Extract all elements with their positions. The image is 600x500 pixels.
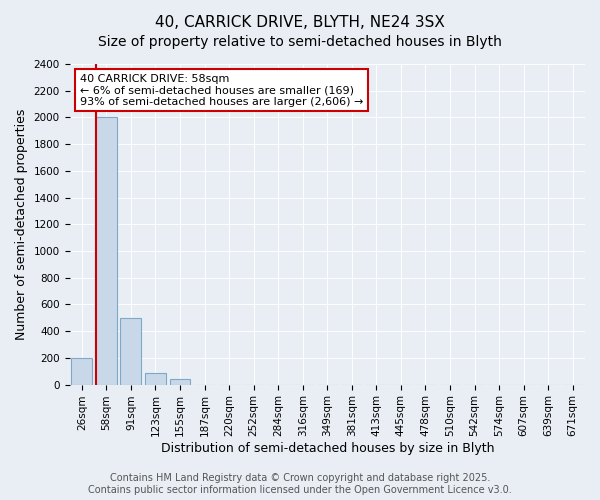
X-axis label: Distribution of semi-detached houses by size in Blyth: Distribution of semi-detached houses by … xyxy=(161,442,494,455)
Bar xyxy=(170,380,190,384)
Y-axis label: Number of semi-detached properties: Number of semi-detached properties xyxy=(15,108,28,340)
Bar xyxy=(145,372,166,384)
Text: Size of property relative to semi-detached houses in Blyth: Size of property relative to semi-detach… xyxy=(98,35,502,49)
Text: Contains HM Land Registry data © Crown copyright and database right 2025.
Contai: Contains HM Land Registry data © Crown c… xyxy=(88,474,512,495)
Text: 40, CARRICK DRIVE, BLYTH, NE24 3SX: 40, CARRICK DRIVE, BLYTH, NE24 3SX xyxy=(155,15,445,30)
Text: 40 CARRICK DRIVE: 58sqm
← 6% of semi-detached houses are smaller (169)
93% of se: 40 CARRICK DRIVE: 58sqm ← 6% of semi-det… xyxy=(80,74,363,107)
Bar xyxy=(121,318,142,384)
Bar xyxy=(71,358,92,384)
Bar xyxy=(96,118,117,384)
